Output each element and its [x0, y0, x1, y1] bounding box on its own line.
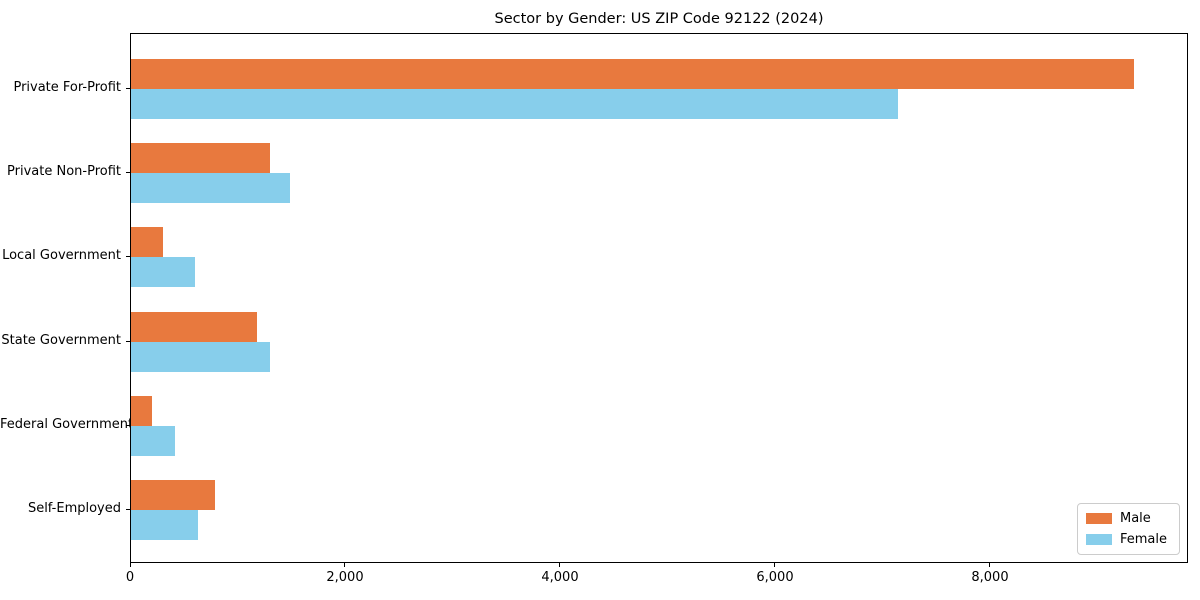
y-tick-mark-1 — [126, 172, 130, 174]
bar-female-2 — [131, 257, 196, 288]
legend-swatch-female — [1085, 534, 1112, 545]
x-tick-mark-0 — [129, 563, 131, 567]
bar-female-3 — [131, 341, 271, 372]
legend-label-female: Female — [1119, 532, 1167, 547]
bar-female-5 — [131, 510, 198, 540]
legend-swatch-male — [1085, 513, 1112, 524]
y-tick-mark-4 — [126, 424, 130, 426]
x-tick-label-0: 0 — [125, 570, 135, 585]
x-tick-mark-4 — [989, 563, 991, 567]
x-tick-mark-3 — [774, 563, 776, 567]
bar-male-3 — [131, 311, 257, 342]
x-axis: 0 2,000 4,000 6,000 8,000 — [126, 563, 1188, 593]
x-tick-label-4: 8,000 — [971, 570, 1009, 585]
legend: Male Female — [1076, 503, 1180, 555]
y-axis-tick-marks — [126, 33, 130, 563]
bar-male-5 — [131, 480, 215, 510]
y-tick-mark-0 — [126, 88, 130, 89]
bar-female-1 — [131, 173, 290, 204]
x-tick-label-1: 2,000 — [326, 570, 364, 585]
x-tick-mark-1 — [344, 563, 346, 567]
bar-male-2 — [131, 227, 164, 258]
bar-male-0 — [131, 59, 1135, 89]
y-tick-label-2: Local Government — [2, 248, 121, 264]
y-tick-mark-5 — [126, 509, 130, 510]
plot-area: Male Female — [130, 33, 1188, 563]
bar-female-0 — [131, 89, 899, 119]
chart-title: Sector by Gender: US ZIP Code 92122 (202… — [494, 11, 824, 27]
bar-male-4 — [131, 395, 153, 426]
x-tick-label-2: 4,000 — [541, 570, 579, 585]
x-tick-label-3: 6,000 — [756, 570, 794, 585]
bars-layer — [131, 34, 1187, 562]
y-tick-label-5: Self-Employed — [27, 501, 121, 516]
y-tick-label-1: Private Non-Profit — [7, 164, 121, 180]
bar-male-1 — [131, 143, 271, 174]
x-tick-mark-2 — [559, 563, 561, 567]
y-tick-label-0: Private For-Profit — [13, 80, 121, 95]
legend-item-female: Female — [1085, 532, 1167, 547]
y-axis-labels: Private For-Profit Private Non-Profit Loca… — [0, 33, 134, 563]
y-tick-mark-2 — [126, 256, 130, 258]
legend-label-male: Male — [1119, 511, 1151, 526]
bar-female-4 — [131, 425, 175, 456]
y-tick-label-4: Federal Government — [0, 416, 134, 432]
legend-item-male: Male — [1085, 511, 1167, 526]
y-tick-label-3: State Government — [1, 332, 121, 348]
y-tick-mark-3 — [126, 340, 130, 342]
